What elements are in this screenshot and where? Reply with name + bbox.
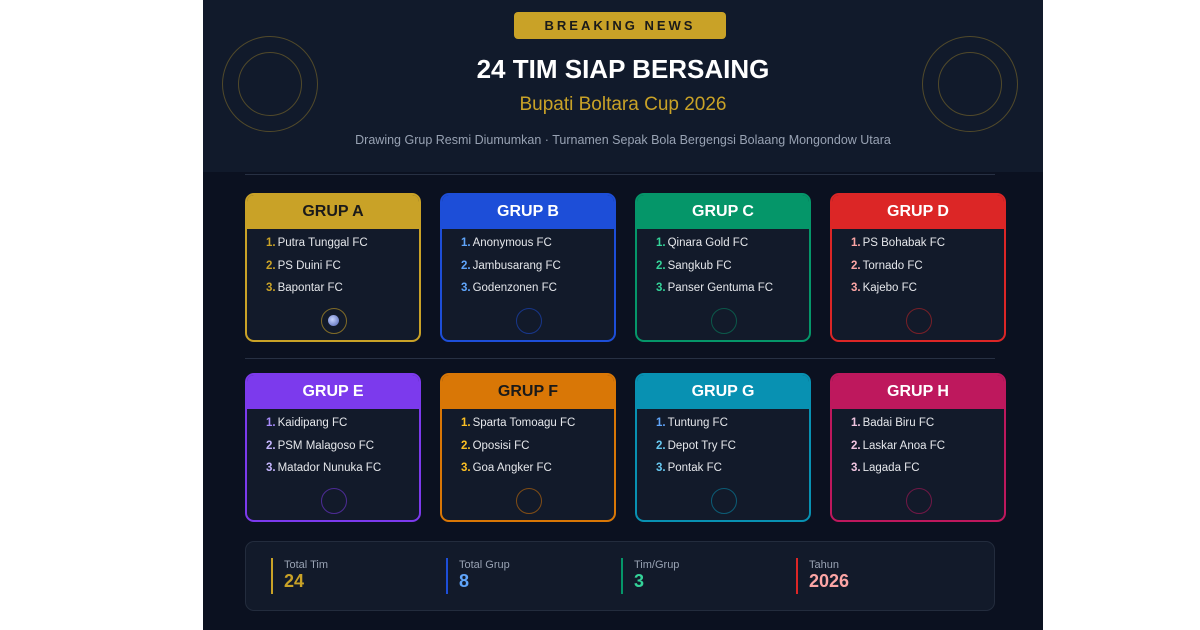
team-item: 3. Pontak FC xyxy=(656,462,722,474)
group-card-b: GRUP B 1. Anonymous FC 2. Jambusarang FC 3… xyxy=(440,193,616,342)
ball-icon xyxy=(906,308,932,334)
group-card-f: GRUP F 1. Sparta Tomoagu FC 2. Oposisi FC … xyxy=(440,373,616,522)
group-header: GRUP E xyxy=(247,375,419,409)
decorative-circle-right-outer-icon xyxy=(922,36,1018,132)
ball-icon xyxy=(711,488,737,514)
team-item: 3. Matador Nunuka FC xyxy=(266,462,382,474)
team-list: 1. Tuntung FC 2. Depot Try FC 3. Pontak FC xyxy=(637,409,809,481)
group-card-d: GRUP D 1. PS Bohabak FC 2. Tornado FC 3. Ka… xyxy=(830,193,1006,342)
stats-bar: Total Tim 24 Total Grup 8 Tim/Grup 3 Tah… xyxy=(245,541,995,611)
team-item: 1. Tuntung FC xyxy=(656,417,728,429)
team-item: 3. Godenzonen FC xyxy=(461,282,557,294)
team-item: 1. Kaidipang FC xyxy=(266,417,348,429)
team-list: 1. Anonymous FC 2. Jambusarang FC 3. Godenz… xyxy=(442,229,614,301)
team-item: 3. Lagada FC xyxy=(851,462,920,474)
team-item: 2. PS Duini FC xyxy=(266,259,341,272)
group-header: GRUP G xyxy=(637,375,809,409)
page-subtitle: Bupati Boltara Cup 2026 xyxy=(519,94,727,115)
stat-accent-bar xyxy=(621,558,623,594)
team-list: 1. Qinara Gold FC 2. Sangkub FC 3. Panser G… xyxy=(637,229,809,301)
decorative-circle-left-outer-icon xyxy=(222,36,318,132)
group-header: GRUP B xyxy=(442,195,614,229)
poster: BREAKING NEWS 24 TIM SIAP BERSAING Bupat… xyxy=(203,0,1043,630)
group-header: GRUP D xyxy=(832,195,1004,229)
ball-icon xyxy=(516,308,542,334)
ball-icon xyxy=(906,488,932,514)
team-list: 1. Kaidipang FC 2. PSM Malagoso FC 3. Matad… xyxy=(247,409,419,481)
stat-accent-bar xyxy=(446,558,448,594)
stat-teams-per-group: Tim/Grup 3 xyxy=(621,558,679,595)
team-item: 2. Oposisi FC xyxy=(461,439,530,452)
decorative-circle-left-inner-icon xyxy=(238,52,302,116)
team-item: 1. Qinara Gold FC xyxy=(656,237,749,249)
header-divider xyxy=(245,174,995,175)
team-list: 1. Putra Tunggal FC 2. PS Duini FC 3. Bapon… xyxy=(247,229,419,301)
team-item: 1. Putra Tunggal FC xyxy=(266,237,368,249)
stat-accent-bar xyxy=(271,558,273,594)
decorative-circle-right-inner-icon xyxy=(938,52,1002,116)
ball-icon xyxy=(321,488,347,514)
ball-icon xyxy=(321,308,347,334)
ball-icon xyxy=(516,488,542,514)
group-card-g: GRUP G 1. Tuntung FC 2. Depot Try FC 3. Pon… xyxy=(635,373,811,522)
team-list: 1. Badai Biru FC 2. Laskar Anoa FC 3. Lagad… xyxy=(832,409,1004,481)
team-item: 2. PSM Malagoso FC xyxy=(266,439,375,452)
team-item: 2. Jambusarang FC xyxy=(461,259,561,272)
team-item: 3. Panser Gentuma FC xyxy=(656,282,774,294)
row-divider xyxy=(245,358,995,359)
team-list: 1. Sparta Tomoagu FC 2. Oposisi FC 3. Goa A… xyxy=(442,409,614,481)
group-card-e: GRUP E 1. Kaidipang FC 2. PSM Malagoso FC … xyxy=(245,373,421,522)
team-item: 2. Depot Try FC xyxy=(656,439,736,452)
group-header: GRUP A xyxy=(247,195,419,229)
team-item: 1. PS Bohabak FC xyxy=(851,237,946,249)
team-item: 1. Sparta Tomoagu FC xyxy=(461,417,576,429)
team-item: 2. Sangkub FC xyxy=(656,259,732,272)
group-card-a: GRUP A 1. Putra Tunggal FC 2. PS Duini FC … xyxy=(245,193,421,342)
team-list: 1. PS Bohabak FC 2. Tornado FC 3. Kajebo FC xyxy=(832,229,1004,301)
group-header: GRUP F xyxy=(442,375,614,409)
breaking-news-badge: BREAKING NEWS xyxy=(514,12,726,39)
group-header: GRUP C xyxy=(637,195,809,229)
team-item: 3. Bapontar FC xyxy=(266,282,343,294)
team-item: 3. Kajebo FC xyxy=(851,282,917,294)
team-item: 2. Tornado FC xyxy=(851,259,923,272)
group-card-c: GRUP C 1. Qinara Gold FC 2. Sangkub FC 3. P… xyxy=(635,193,811,342)
team-item: 3. Goa Angker FC xyxy=(461,462,552,474)
stat-accent-bar xyxy=(796,558,798,594)
ball-globe-icon xyxy=(328,315,339,326)
page-title: 24 TIM SIAP BERSAING xyxy=(476,54,770,84)
group-card-h: GRUP H 1. Badai Biru FC 2. Laskar Anoa FC … xyxy=(830,373,1006,522)
tagline: Drawing Grup Resmi Diumumkan · Turnamen … xyxy=(355,133,891,147)
stat-total-groups: Total Grup 8 xyxy=(446,558,510,595)
team-item: 2. Laskar Anoa FC xyxy=(851,439,946,452)
team-item: 1. Badai Biru FC xyxy=(851,417,935,429)
stat-total-teams: Total Tim 24 xyxy=(271,558,328,595)
hero-header: BREAKING NEWS 24 TIM SIAP BERSAING Bupat… xyxy=(203,0,1043,172)
group-header: GRUP H xyxy=(832,375,1004,409)
ball-icon xyxy=(711,308,737,334)
team-item: 1. Anonymous FC xyxy=(461,237,552,249)
stat-year: Tahun 2026 xyxy=(796,558,849,595)
